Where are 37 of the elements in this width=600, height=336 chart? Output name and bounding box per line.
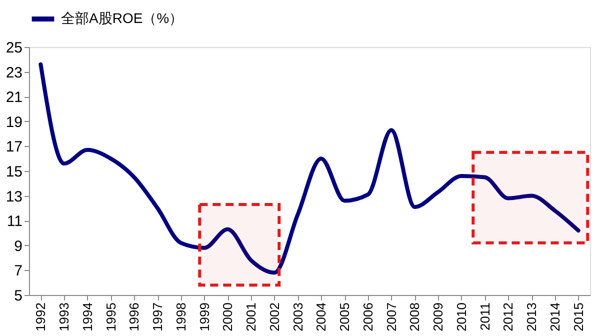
x-tick-label: 2013: [524, 302, 540, 332]
x-tick-label: 2011: [477, 302, 492, 330]
x-tick-label: 2012: [500, 302, 516, 332]
x-tick-label: 2015: [570, 302, 586, 332]
x-tick-label: 2014: [547, 302, 562, 332]
x-tick-label: 1995: [103, 302, 118, 332]
x-tick-label: 2002: [266, 302, 282, 332]
x-tick-label: 2004: [314, 302, 329, 332]
x-tick-label: 1997: [150, 302, 166, 332]
x-tick-label: 2000: [220, 302, 236, 332]
x-tick-label: 2001: [244, 302, 259, 332]
x-tick-label: 1994: [80, 302, 95, 332]
y-tick-label: 19: [6, 114, 22, 131]
x-tick-label: 1993: [56, 302, 72, 332]
x-tick-label: 2008: [407, 302, 422, 332]
y-tick-label: 17: [6, 138, 22, 156]
line-series: [38, 62, 580, 275]
x-tick-label: 1999: [196, 302, 212, 332]
x-tick-label: 2006: [360, 302, 376, 332]
y-tick-label: 11: [6, 213, 22, 230]
x-tick-label: 2003: [290, 302, 306, 332]
x-tick-label: 2009: [430, 302, 446, 332]
legend-label: 全部A股ROE（%）: [61, 10, 184, 26]
x-tick-label: 1992: [33, 302, 48, 332]
y-tick-label: 25: [6, 40, 22, 56]
y-tick-label: 9: [14, 238, 22, 255]
y-tick-label: 21: [6, 89, 22, 106]
y-tick-label: 15: [6, 164, 22, 180]
x-tick-label: 2007: [384, 302, 399, 332]
y-tick-label: 7: [14, 262, 22, 280]
y-tick-label: 13: [6, 188, 22, 206]
x-tick-label: 2010: [454, 302, 469, 332]
x-tick-label: 1996: [126, 302, 142, 332]
x-tick-label: 1998: [173, 302, 188, 332]
y-tick-label: 5: [14, 288, 22, 304]
x-tick-label: 2005: [337, 302, 352, 332]
y-tick-label: 23: [6, 64, 22, 82]
